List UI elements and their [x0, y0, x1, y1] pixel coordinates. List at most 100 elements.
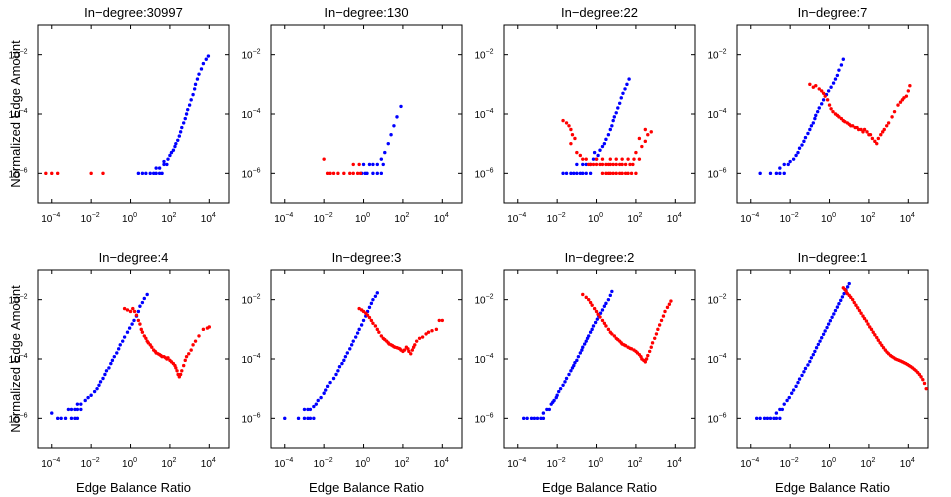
blue-data-point: [387, 142, 390, 145]
blue-data-point: [200, 67, 203, 70]
blue-data-point: [601, 145, 604, 148]
blue-data-point: [823, 329, 826, 332]
blue-data-point: [806, 132, 809, 135]
red-data-point: [822, 92, 825, 95]
red-data-point: [611, 163, 614, 166]
blue-data-point: [825, 326, 828, 329]
x-tick-label: 10−4: [740, 457, 759, 470]
blue-data-point: [778, 166, 781, 169]
red-data-point: [615, 172, 618, 175]
red-data-point: [352, 163, 355, 166]
red-data-point: [866, 322, 869, 325]
blue-data-point: [389, 133, 392, 136]
x-tick-label: 10−2: [314, 457, 333, 470]
x-tick-label: 102: [860, 457, 875, 470]
subplot-8: In−degree:110−4 10−2 100 102 10410−610−410−2…: [707, 250, 928, 495]
x-tick-label: 100: [122, 457, 137, 470]
blue-data-point: [319, 396, 322, 399]
red-data-point: [905, 94, 908, 97]
blue-data-point: [185, 112, 188, 115]
red-data-point: [638, 157, 641, 160]
blue-data-point: [596, 317, 599, 320]
red-data-point: [328, 172, 331, 175]
red-data-point: [182, 364, 185, 367]
red-data-point: [581, 293, 584, 296]
y-tick-label: 10−4: [707, 353, 726, 366]
blue-data-point: [787, 163, 790, 166]
red-data-point: [601, 163, 604, 166]
x-tick-label: 104: [667, 457, 682, 470]
x-tick-label: 10−4: [740, 212, 759, 225]
blue-data-point: [816, 110, 819, 113]
blue-data-point: [615, 111, 618, 114]
red-data-point: [377, 331, 380, 334]
x-tick-label: 104: [201, 457, 216, 470]
blue-data-point: [804, 136, 807, 139]
blue-data-point: [783, 163, 786, 166]
blue-data-point: [168, 154, 171, 157]
blue-data-point: [561, 384, 564, 387]
blue-data-point: [283, 417, 286, 420]
blue-data-point: [368, 306, 371, 309]
red-data-point: [923, 382, 926, 385]
blue-data-point: [354, 335, 357, 338]
blue-data-point: [346, 351, 349, 354]
red-data-point: [150, 345, 153, 348]
red-data-point: [601, 172, 604, 175]
blue-data-point: [781, 408, 784, 411]
blue-data-point: [579, 351, 582, 354]
x-tick-label: 10−2: [547, 212, 566, 225]
blue-data-point: [561, 172, 564, 175]
blue-data-point: [827, 322, 830, 325]
red-data-point: [919, 375, 922, 378]
blue-data-point: [552, 399, 555, 402]
blue-data-point: [93, 390, 96, 393]
red-data-point: [184, 359, 187, 362]
blue-data-point: [836, 74, 839, 77]
blue-data-point: [794, 154, 797, 157]
x-tick-label: 102: [161, 457, 176, 470]
blue-data-point: [785, 399, 788, 402]
x-tick-label: 100: [355, 212, 370, 225]
red-data-point: [197, 334, 200, 337]
blue-data-point: [522, 417, 525, 420]
blue-data-point: [303, 408, 306, 411]
blue-data-point: [575, 172, 578, 175]
blue-data-point: [123, 335, 126, 338]
blue-data-point: [581, 345, 584, 348]
blue-data-point: [303, 417, 306, 420]
x-tick-label: 102: [627, 212, 642, 225]
red-data-point: [135, 313, 138, 316]
red-data-point: [409, 352, 412, 355]
x-tick-label: 10−4: [274, 212, 293, 225]
blue-data-point: [589, 331, 592, 334]
y-tick-label: 10−4: [474, 108, 493, 121]
blue-data-point: [362, 163, 365, 166]
red-data-point: [632, 157, 635, 160]
blue-data-point: [162, 160, 165, 163]
blue-data-point: [89, 394, 92, 397]
blue-data-point: [806, 363, 809, 366]
red-data-point: [129, 310, 132, 313]
red-data-point: [208, 325, 211, 328]
red-data-point: [626, 157, 629, 160]
red-data-point: [595, 163, 598, 166]
blue-data-point: [755, 417, 758, 420]
blue-data-point: [76, 417, 79, 420]
blue-data-point: [796, 151, 799, 154]
blue-data-point: [834, 77, 837, 80]
red-data-point: [322, 157, 325, 160]
red-data-point: [194, 339, 197, 342]
blue-data-point: [627, 77, 630, 80]
blue-data-point: [137, 172, 140, 175]
red-data-point: [376, 328, 379, 331]
red-data-point: [669, 299, 672, 302]
red-data-point: [885, 124, 888, 127]
red-data-point: [893, 110, 896, 113]
blue-data-point: [792, 157, 795, 160]
y-tick-label: 10−2: [241, 294, 260, 307]
red-data-point: [662, 314, 665, 317]
x-axis-label: Edge Balance Ratio: [775, 480, 890, 495]
red-data-point: [359, 172, 362, 175]
red-data-point: [342, 172, 345, 175]
